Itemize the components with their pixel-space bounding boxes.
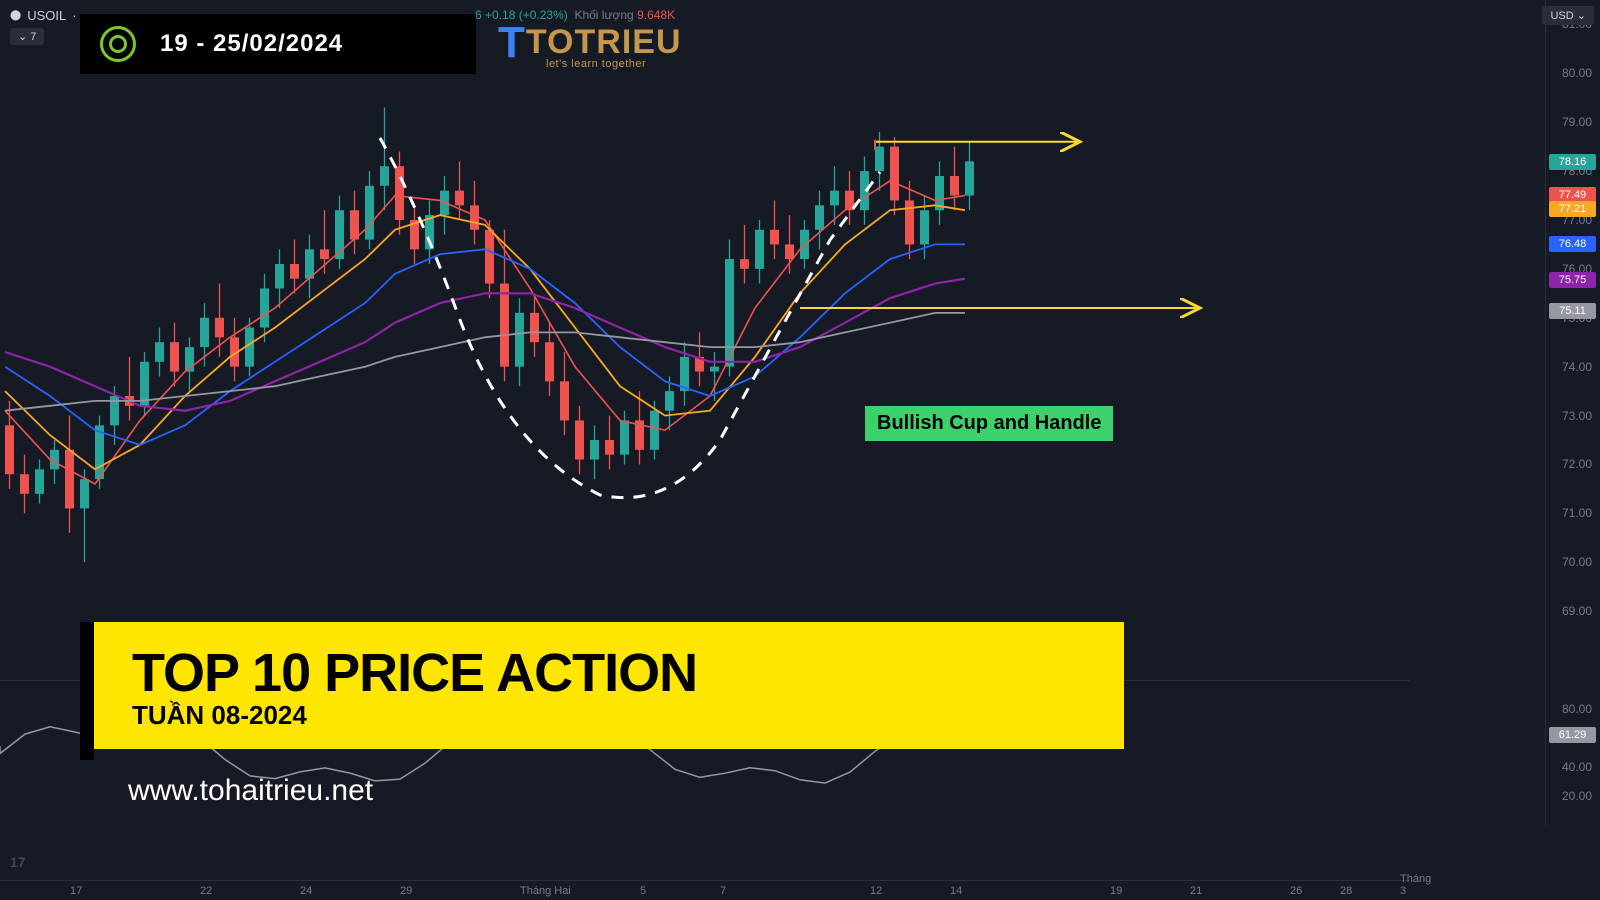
currency-selector[interactable]: USD ⌄ <box>1542 6 1594 25</box>
pattern-annotation: Bullish Cup and Handle <box>865 406 1113 441</box>
chevron-down-icon: ⌄ <box>18 31 27 43</box>
brand-logo: TTOTRIEU let's learn together <box>498 14 682 70</box>
symbol-header: ⬤ USOIL · <box>10 8 77 23</box>
drop-icon: ⬤ <box>10 10 21 21</box>
timeframe-badge[interactable]: ⌄ 7 <box>10 28 44 45</box>
time-axis[interactable]: 17222429Tháng Hai57121419212628Tháng 3 <box>0 880 1410 900</box>
title-accent-bar <box>80 622 94 760</box>
symbol-name[interactable]: USOIL <box>27 8 66 23</box>
price-axis[interactable]: 69.0070.0071.0072.0073.0074.0075.0076.00… <box>1545 0 1600 825</box>
title-card: TOP 10 PRICE ACTION TUẦN 08-2024 <box>94 622 1124 749</box>
chevron-down-icon: ⌄ <box>1577 10 1586 22</box>
channel-logo-icon <box>100 26 136 62</box>
dot: · <box>72 8 76 23</box>
tradingview-mark: 17 <box>10 854 26 870</box>
date-range-banner: 19 - 25/02/2024 <box>80 14 476 74</box>
website-url: www.tohaitrieu.net <box>128 774 373 808</box>
